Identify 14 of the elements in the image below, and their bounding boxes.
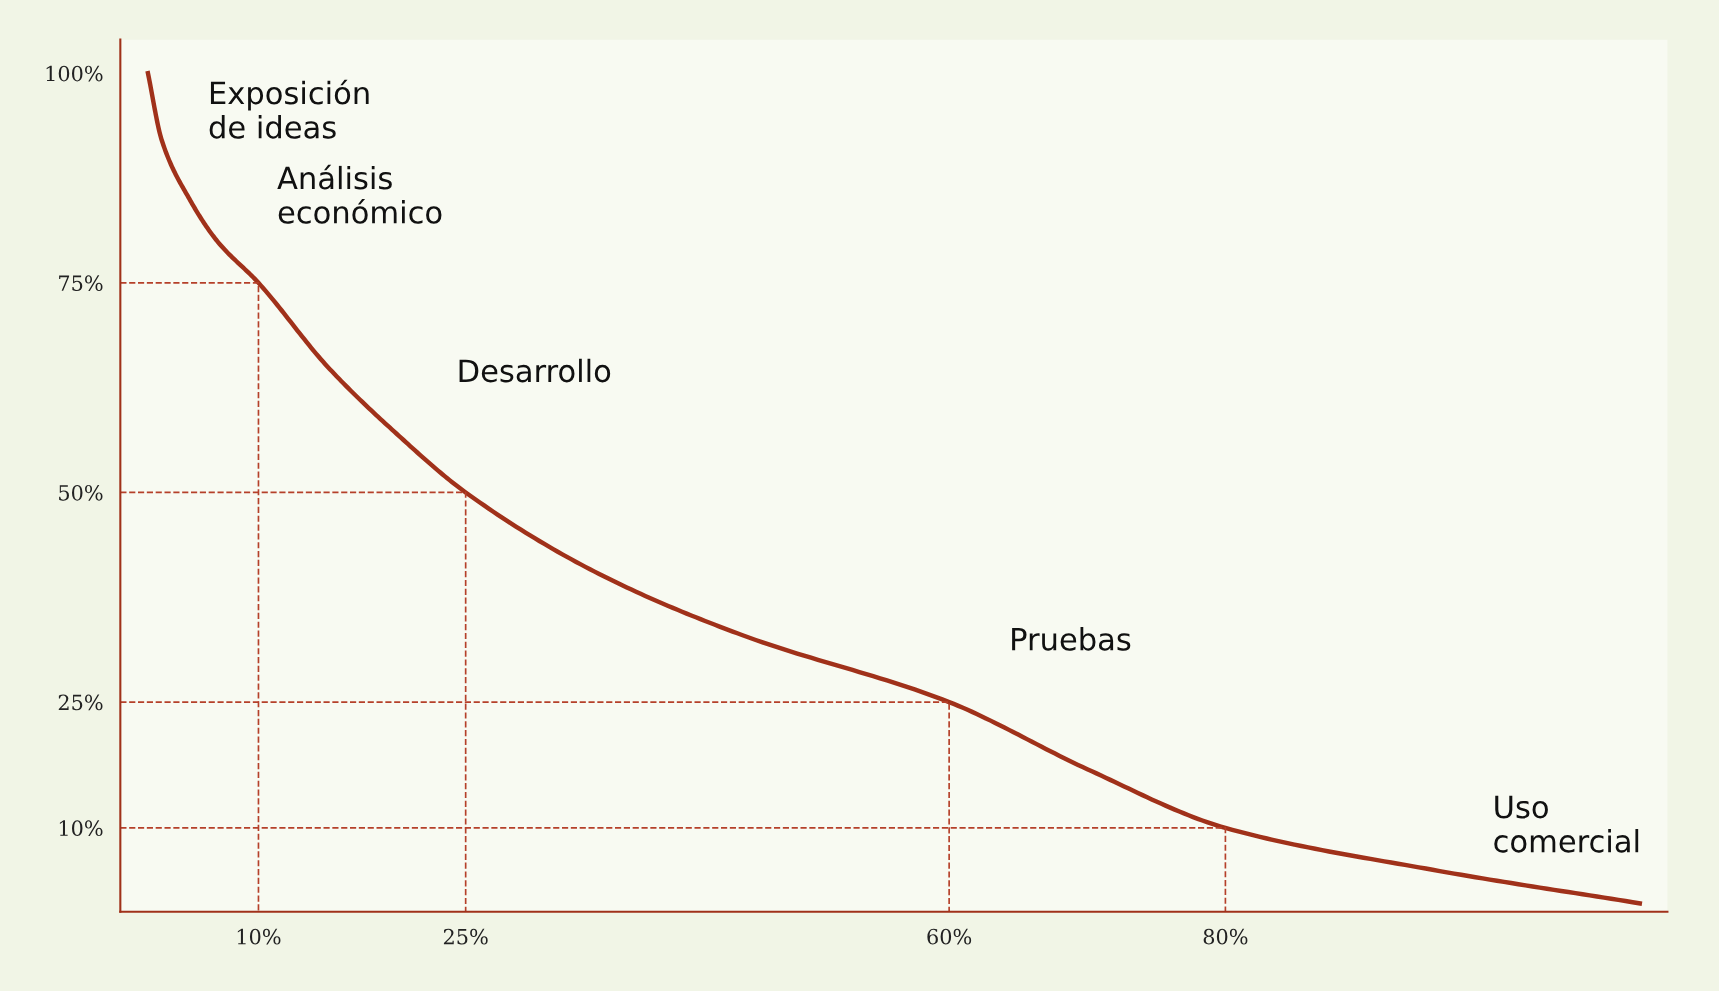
annotation: Análisis económico (277, 164, 442, 224)
annotation: Pruebas (1012, 627, 1131, 651)
annotation: Desarrollo (459, 358, 611, 383)
y-tick-label: 25% (58, 694, 103, 711)
y-tick-label: 75% (59, 275, 103, 292)
x-tick-label: 80% (1203, 928, 1248, 945)
y-tick-label: 10% (59, 820, 103, 837)
y-tick-label: 50% (59, 484, 103, 501)
y-tick-label: 100% (46, 65, 103, 82)
annotation: Exposición de ideas (209, 79, 369, 139)
x-tick-label: 25% (443, 928, 488, 945)
annotation: Uso comercial (1494, 795, 1639, 853)
x-tick-label: 60% (927, 928, 972, 945)
x-tick-label: 10% (237, 928, 281, 945)
